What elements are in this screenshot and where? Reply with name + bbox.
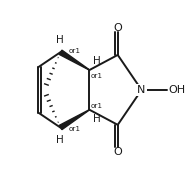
Text: O: O	[113, 147, 122, 157]
Text: H: H	[93, 114, 101, 124]
Polygon shape	[59, 110, 89, 130]
Text: H: H	[93, 56, 101, 66]
Text: H: H	[56, 135, 64, 145]
Text: O: O	[113, 23, 122, 33]
Text: H: H	[56, 35, 64, 45]
Text: or1: or1	[90, 73, 102, 79]
Text: or1: or1	[69, 126, 81, 132]
Text: N: N	[137, 85, 146, 95]
Text: OH: OH	[169, 85, 186, 95]
Text: or1: or1	[69, 48, 81, 54]
Text: or1: or1	[90, 103, 102, 109]
Polygon shape	[59, 50, 89, 70]
